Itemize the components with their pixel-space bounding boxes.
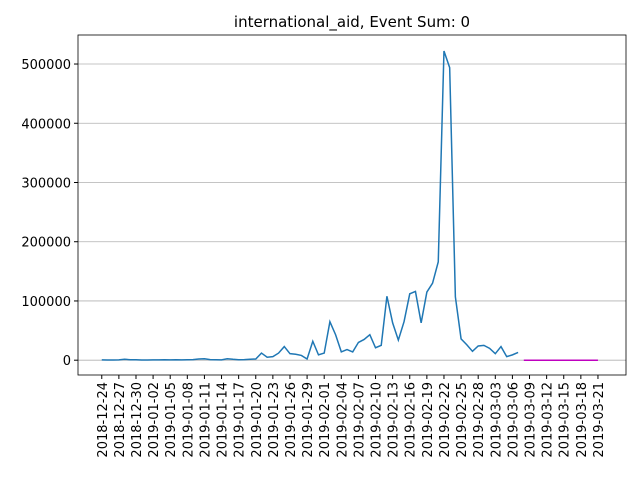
y-tick-label: 200000 bbox=[21, 236, 71, 251]
x-tick-label: 2019-03-09 bbox=[524, 382, 539, 458]
x-tick-label: 2019-02-16 bbox=[404, 382, 419, 458]
x-tick-label: 2019-01-26 bbox=[284, 382, 299, 458]
y-tick-label: 0 bbox=[63, 354, 71, 369]
x-tick-label: 2019-03-18 bbox=[575, 382, 590, 458]
x-tick-label: 2019-02-19 bbox=[421, 382, 436, 458]
x-tick-label: 2019-02-13 bbox=[387, 382, 402, 458]
x-tick-label: 2019-01-23 bbox=[267, 382, 282, 458]
x-tick-label: 2019-01-02 bbox=[147, 382, 162, 458]
x-tick-label: 2019-01-05 bbox=[164, 382, 179, 458]
x-tick-label: 2019-01-17 bbox=[233, 382, 248, 458]
chart-title: international_aid, Event Sum: 0 bbox=[234, 13, 470, 32]
x-tick-label: 2019-03-06 bbox=[506, 382, 521, 458]
x-tick-label: 2019-02-22 bbox=[438, 382, 453, 458]
x-tick-label: 2019-02-07 bbox=[352, 382, 367, 458]
series-line bbox=[101, 50, 519, 361]
x-tick-label: 2019-03-15 bbox=[558, 382, 573, 458]
y-tick-label: 500000 bbox=[21, 58, 71, 73]
x-tick-label: 2018-12-27 bbox=[113, 382, 128, 458]
y-tick-label: 300000 bbox=[21, 176, 71, 191]
x-tick-label: 2019-01-14 bbox=[216, 382, 231, 458]
x-tick-label: 2019-02-28 bbox=[472, 382, 487, 458]
x-tick-label: 2019-03-12 bbox=[541, 382, 556, 458]
x-tick-label: 2019-02-10 bbox=[370, 382, 385, 458]
x-tick-label: 2019-02-01 bbox=[318, 382, 333, 458]
x-tick-label: 2019-03-21 bbox=[592, 382, 607, 458]
x-tick-label: 2018-12-24 bbox=[96, 382, 111, 458]
y-tick-label: 400000 bbox=[21, 117, 71, 132]
x-tick-label: 2019-01-11 bbox=[198, 382, 213, 458]
x-tick-label: 2019-01-20 bbox=[250, 382, 265, 458]
x-tick-label: 2018-12-30 bbox=[130, 382, 145, 458]
plot-frame bbox=[77, 34, 627, 376]
x-tick-label: 2019-01-08 bbox=[181, 382, 196, 458]
x-tick-label: 2019-03-03 bbox=[489, 382, 504, 458]
x-tick-label: 2019-02-04 bbox=[335, 382, 350, 458]
y-tick-label: 100000 bbox=[21, 295, 71, 310]
x-tick-label: 2019-01-29 bbox=[301, 382, 316, 458]
x-tick-label: 2019-02-25 bbox=[455, 382, 470, 458]
